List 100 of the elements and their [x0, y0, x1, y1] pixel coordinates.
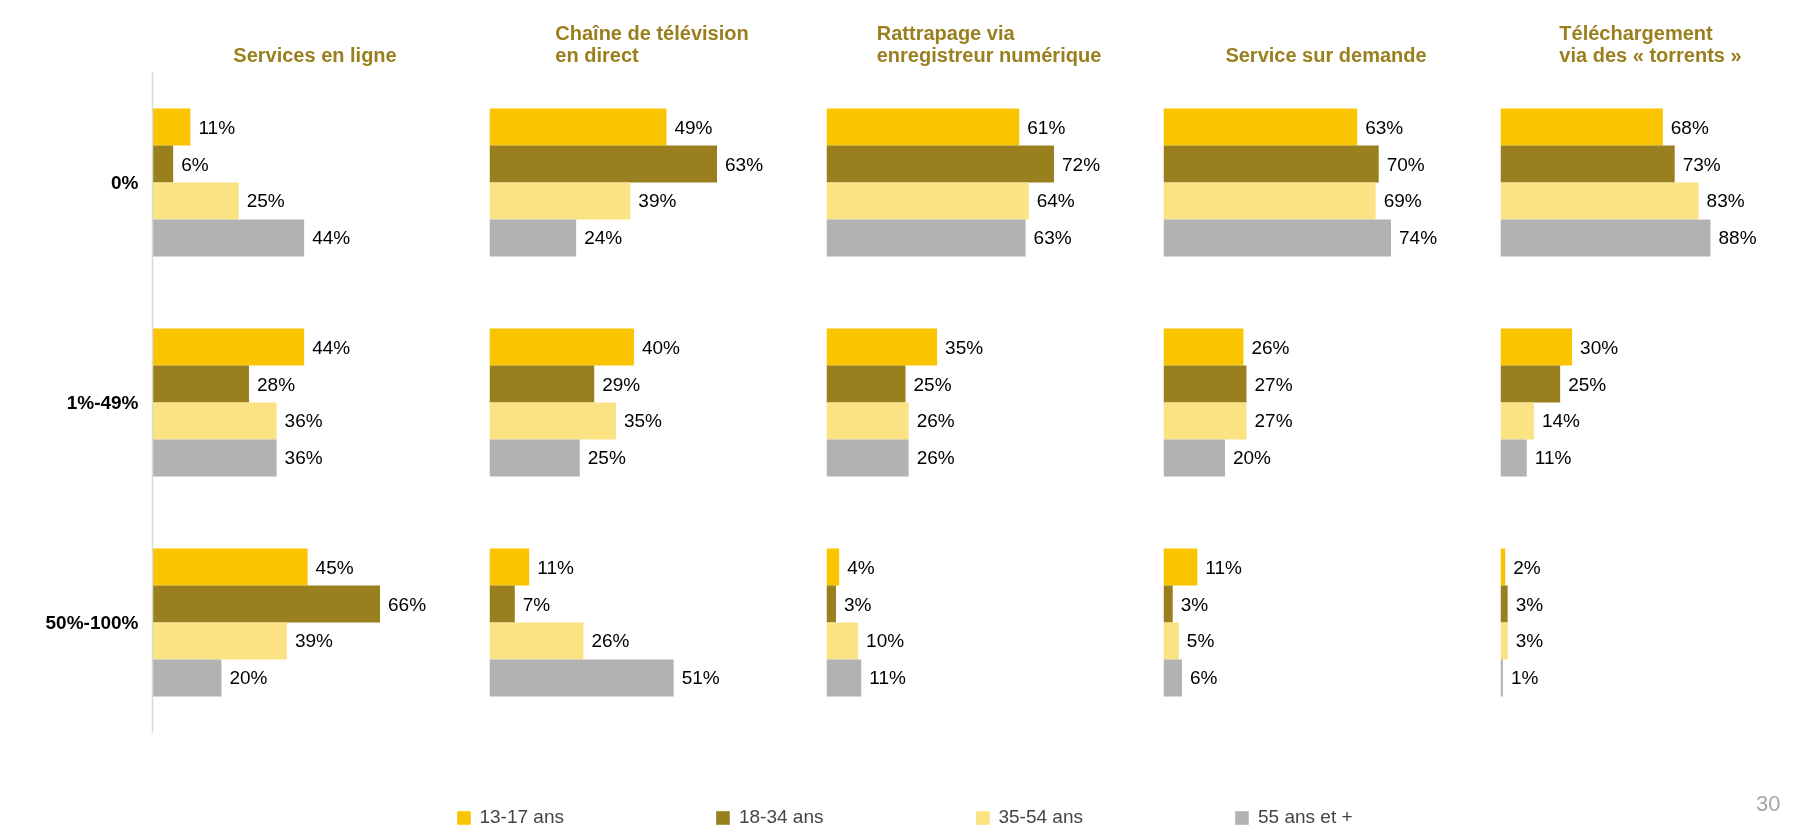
data-label: 61%: [1027, 116, 1066, 138]
bar: [489, 659, 674, 697]
bar: [1500, 402, 1534, 440]
data-label: 44%: [312, 336, 351, 358]
bar: [152, 585, 380, 623]
bar: [1163, 328, 1244, 366]
data-label: 26%: [1251, 336, 1290, 358]
bar: [1163, 439, 1225, 477]
data-label: 63%: [1365, 116, 1404, 138]
chart-title: Services en ligne: [233, 43, 397, 66]
data-label: 70%: [1386, 153, 1425, 175]
data-label: 64%: [1036, 190, 1075, 212]
data-label: 11%: [1205, 556, 1243, 578]
legend-label: 13-17 ans: [479, 806, 564, 828]
data-label: 74%: [1399, 227, 1438, 249]
bar: [826, 439, 909, 477]
bar: [152, 548, 308, 586]
data-label: 73%: [1682, 153, 1721, 175]
legend-label: 55 ans et +: [1258, 806, 1353, 828]
bar: [152, 328, 305, 366]
bar: [1163, 548, 1198, 586]
data-label: 83%: [1706, 190, 1745, 212]
bar: [826, 182, 1029, 220]
data-label: 2%: [1513, 556, 1541, 578]
bar: [1500, 108, 1663, 146]
data-label: 24%: [584, 227, 623, 249]
bar: [152, 219, 305, 257]
data-label: 25%: [587, 447, 626, 469]
bar: [489, 328, 634, 366]
data-label: 66%: [388, 593, 427, 615]
bar: [1163, 108, 1358, 146]
legend-label: 18-34 ans: [738, 806, 824, 828]
data-label: 27%: [1254, 373, 1293, 395]
bar: [1163, 402, 1247, 440]
bar: [152, 365, 250, 403]
data-label: 10%: [866, 630, 905, 652]
data-label: 39%: [638, 190, 677, 212]
data-label: 35%: [623, 410, 663, 432]
data-label: 3%: [1515, 593, 1544, 615]
data-label: 29%: [602, 373, 641, 395]
data-label: 20%: [229, 667, 268, 689]
data-label: 14%: [1541, 410, 1581, 432]
data-label: 88%: [1718, 227, 1757, 249]
data-label: 35%: [945, 336, 984, 358]
bar: [826, 365, 906, 403]
text: 30: [1755, 791, 1781, 817]
data-label: 11%: [1534, 447, 1572, 469]
y-tick-label: 1%-49%: [66, 392, 139, 413]
data-label: 69%: [1383, 190, 1422, 212]
bar: [826, 402, 909, 440]
y-tick-label: 50%-100%: [45, 612, 139, 633]
bar: [489, 365, 595, 403]
bar: [1500, 622, 1508, 660]
bar: [489, 145, 717, 183]
bar: [1163, 585, 1173, 623]
data-label: 11%: [537, 556, 574, 578]
data-label: 3%: [843, 593, 872, 615]
data-label: 72%: [1062, 153, 1101, 175]
bar: [1500, 145, 1675, 183]
bar: [489, 622, 584, 660]
data-label: 25%: [1568, 373, 1607, 395]
bar: [826, 659, 862, 697]
bar: [1163, 145, 1379, 183]
data-label: 3%: [1515, 630, 1544, 652]
bar: [1500, 219, 1711, 257]
bar: [152, 108, 191, 146]
bar: [152, 402, 277, 440]
data-label: 39%: [294, 630, 334, 652]
data-label: 44%: [312, 227, 351, 249]
bar: [152, 439, 277, 477]
data-label: 5%: [1186, 630, 1215, 652]
data-label: 68%: [1670, 116, 1709, 138]
data-label: 6%: [181, 153, 209, 175]
data-label: 26%: [591, 630, 630, 652]
bar: [489, 439, 580, 477]
bar: [826, 108, 1020, 146]
bar: [826, 219, 1026, 257]
bar: [1500, 585, 1508, 623]
data-label: 25%: [246, 190, 285, 212]
bar: [1163, 219, 1391, 257]
data-label: 1%: [1510, 667, 1539, 689]
data-label: 26%: [916, 410, 955, 432]
data-label: 11%: [869, 667, 906, 689]
bar: [1500, 439, 1527, 477]
data-label: 63%: [725, 153, 764, 175]
bar: [826, 328, 938, 366]
bar: [152, 659, 222, 697]
data-label: 4%: [847, 556, 875, 578]
data-label: 30%: [1580, 336, 1619, 358]
bar: [826, 548, 840, 586]
bar: [826, 145, 1054, 183]
data-label: 51%: [681, 667, 720, 689]
chart-title: Téléchargement via des « torrents »: [1559, 21, 1742, 66]
data-label: 26%: [916, 447, 955, 469]
bar: [1163, 182, 1376, 220]
data-label: 3%: [1180, 593, 1209, 615]
data-label: 25%: [913, 373, 952, 395]
bar: [1500, 365, 1561, 403]
bar: [489, 182, 631, 220]
chart-title: Rattrapage via enregistreur numérique: [876, 21, 1102, 66]
